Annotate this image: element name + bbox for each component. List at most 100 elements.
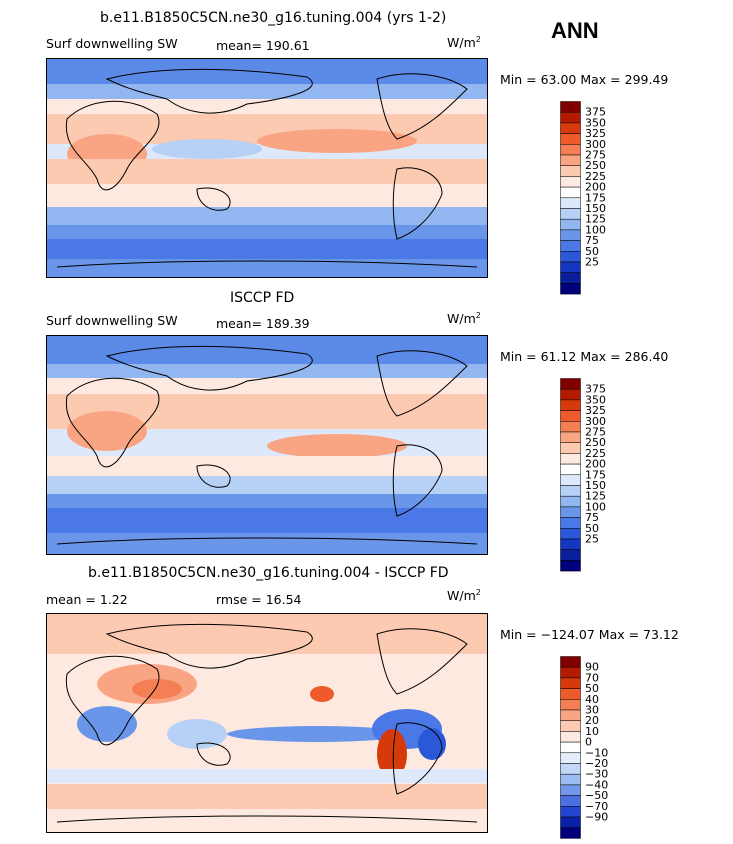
colorbar-label: 150 xyxy=(585,479,606,492)
colorbar-label: 175 xyxy=(585,468,606,481)
colorbar-label: 50 xyxy=(585,245,599,258)
colorbar-label: 50 xyxy=(585,522,599,535)
colorbar-swatch xyxy=(560,463,581,476)
colorbar-label: −30 xyxy=(585,768,608,781)
colorbar-swatch xyxy=(560,186,581,199)
panel-1-map xyxy=(46,58,488,278)
colorbar-label: 125 xyxy=(585,213,606,226)
colorbar-swatch xyxy=(560,666,581,679)
colorbar-label: 100 xyxy=(585,223,606,236)
panel-3-minmax: Min = −124.07 Max = 73.12 xyxy=(500,627,679,642)
colorbar-label: 25 xyxy=(585,533,599,546)
colorbar-swatch xyxy=(560,816,581,828)
colorbar-swatch xyxy=(560,784,581,796)
colorbar-swatch xyxy=(560,720,581,732)
colorbar-swatch xyxy=(560,208,581,220)
colorbar-label: 10 xyxy=(585,725,599,738)
panel-3-field xyxy=(47,614,487,832)
colorbar-label: 325 xyxy=(585,127,606,140)
colorbar-swatch xyxy=(560,560,581,572)
panel-1-minmax: Min = 63.00 Max = 299.49 xyxy=(500,72,669,87)
season-label: ANN xyxy=(551,18,599,43)
colorbar-svg: 3753503253002752502252001751501251007550… xyxy=(560,378,606,572)
colorbar-swatch xyxy=(560,197,581,209)
colorbar-swatch xyxy=(560,283,581,295)
panel-2-mean: mean= 189.39 xyxy=(216,316,310,331)
colorbar-swatch xyxy=(560,773,581,786)
colorbar-label: 75 xyxy=(585,511,599,524)
colorbar-swatch xyxy=(560,251,581,263)
panel-1-field xyxy=(47,59,487,277)
colorbar-swatch xyxy=(560,272,581,284)
colorbar-label: 25 xyxy=(585,256,599,269)
panel-2-title: ISCCP FD xyxy=(230,290,295,306)
colorbar-swatch xyxy=(560,506,581,518)
colorbar-swatch xyxy=(560,731,581,743)
colorbar-swatch xyxy=(560,688,581,700)
colorbar-swatch xyxy=(560,133,581,145)
colorbar-swatch xyxy=(560,165,581,177)
colorbar-label: 175 xyxy=(585,191,606,204)
panel-1-variable: Surf downwelling SW xyxy=(46,36,178,51)
colorbar-label: 100 xyxy=(585,500,606,513)
colorbar-label: 200 xyxy=(585,181,606,194)
colorbar-swatch xyxy=(560,240,581,252)
colorbar-label: −90 xyxy=(585,811,608,824)
panel-3-mean: mean = 1.22 xyxy=(46,592,128,607)
panel-2-variable: Surf downwelling SW xyxy=(46,313,178,328)
colorbar-label: 225 xyxy=(585,170,606,183)
colorbar-swatch xyxy=(560,122,581,134)
colorbar-label: −20 xyxy=(585,757,608,770)
colorbar-swatch xyxy=(560,442,581,454)
colorbar-swatch xyxy=(560,741,581,754)
colorbar-swatch xyxy=(560,827,581,839)
colorbar-label: 225 xyxy=(585,447,606,460)
panel-3-colorbar: 90 70 50 40 30 20 10 0 −10 −20 −30 −40 −50 −70 −90 xyxy=(560,656,630,844)
panel-2-minmax: Min = 61.12 Max = 286.40 xyxy=(500,349,669,364)
colorbar-swatch xyxy=(560,399,581,411)
colorbar-label: 70 xyxy=(585,671,599,684)
colorbar-swatch xyxy=(560,421,581,433)
colorbar-label: 350 xyxy=(585,393,606,406)
colorbar-swatch xyxy=(560,453,581,465)
panel-3-map xyxy=(46,613,488,833)
panel-1-colorbar: 375 350 325 300 275 250 225 200 175 150 125 100 75 50… xyxy=(560,101,630,300)
colorbar-label: 20 xyxy=(585,714,599,727)
colorbar-label: 300 xyxy=(585,138,606,151)
colorbar-label: 375 xyxy=(585,106,606,119)
colorbar-label: 150 xyxy=(585,202,606,215)
colorbar-label: 90 xyxy=(585,661,599,674)
colorbar-label: 250 xyxy=(585,436,606,449)
colorbar-label: 75 xyxy=(585,234,599,247)
colorbar-label: 325 xyxy=(585,404,606,417)
colorbar-swatch xyxy=(560,261,581,273)
colorbar-swatch xyxy=(560,709,581,721)
colorbar-svg: 3753503253002752502252001751501251007550… xyxy=(560,101,606,295)
panel-3-units: W/m2 xyxy=(447,588,481,604)
panel-3-rmse: rmse = 16.54 xyxy=(216,592,302,607)
panel-2-field xyxy=(47,336,487,554)
colorbar-label: 0 xyxy=(585,736,592,749)
colorbar-label: −10 xyxy=(585,746,608,759)
colorbar-label: 200 xyxy=(585,458,606,471)
panel-1-mean: mean= 190.61 xyxy=(216,38,310,53)
colorbar-swatch xyxy=(560,111,581,124)
colorbar-label: −50 xyxy=(585,789,608,802)
colorbar-label: 275 xyxy=(585,149,606,162)
colorbar-label: 125 xyxy=(585,490,606,503)
colorbar-label: 50 xyxy=(585,682,599,695)
colorbar-label: 275 xyxy=(585,426,606,439)
colorbar-swatch xyxy=(560,795,581,807)
colorbar-label: 350 xyxy=(585,116,606,129)
colorbar-swatch xyxy=(560,549,581,561)
colorbar-swatch xyxy=(560,218,581,231)
colorbar-label: 250 xyxy=(585,159,606,172)
colorbar-label: 40 xyxy=(585,693,599,706)
colorbar-swatch xyxy=(560,538,581,550)
colorbar-swatch xyxy=(560,763,581,775)
panel-3-title: b.e11.B1850C5CN.ne30_g16.tuning.004 - IS… xyxy=(88,565,449,581)
colorbar-swatch xyxy=(560,410,581,422)
colorbar-swatch xyxy=(560,699,581,711)
panel-1-title: b.e11.B1850C5CN.ne30_g16.tuning.004 (yrs… xyxy=(100,10,447,26)
colorbar-label: 30 xyxy=(585,704,599,717)
